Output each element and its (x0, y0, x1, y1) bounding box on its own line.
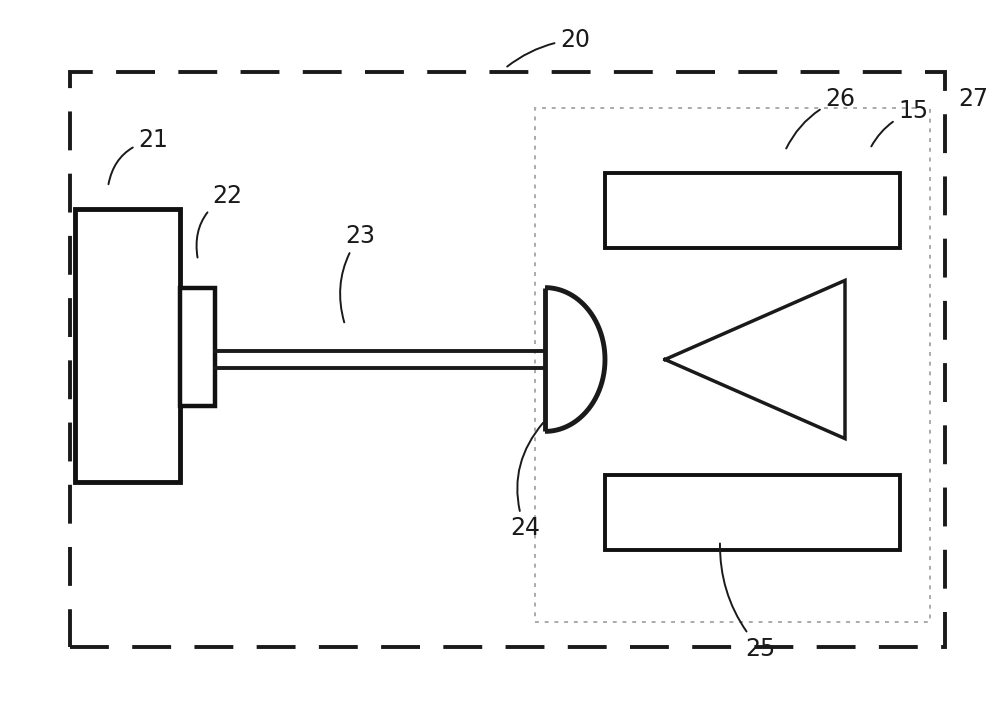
Bar (605, 173, 900, 248)
Text: 21: 21 (108, 128, 168, 184)
Bar (180, 288, 215, 406)
Polygon shape (665, 280, 845, 439)
Bar (70, 72, 945, 647)
Text: 20: 20 (507, 27, 590, 67)
Text: 27: 27 (958, 87, 988, 111)
Text: 26: 26 (786, 87, 855, 149)
Text: 24: 24 (510, 423, 543, 541)
Bar (75, 209, 180, 482)
Bar (605, 475, 900, 550)
Text: 22: 22 (197, 183, 242, 257)
Text: 25: 25 (720, 544, 775, 661)
Text: 15: 15 (871, 99, 928, 147)
Text: 23: 23 (340, 224, 375, 322)
Bar (535, 108, 930, 622)
